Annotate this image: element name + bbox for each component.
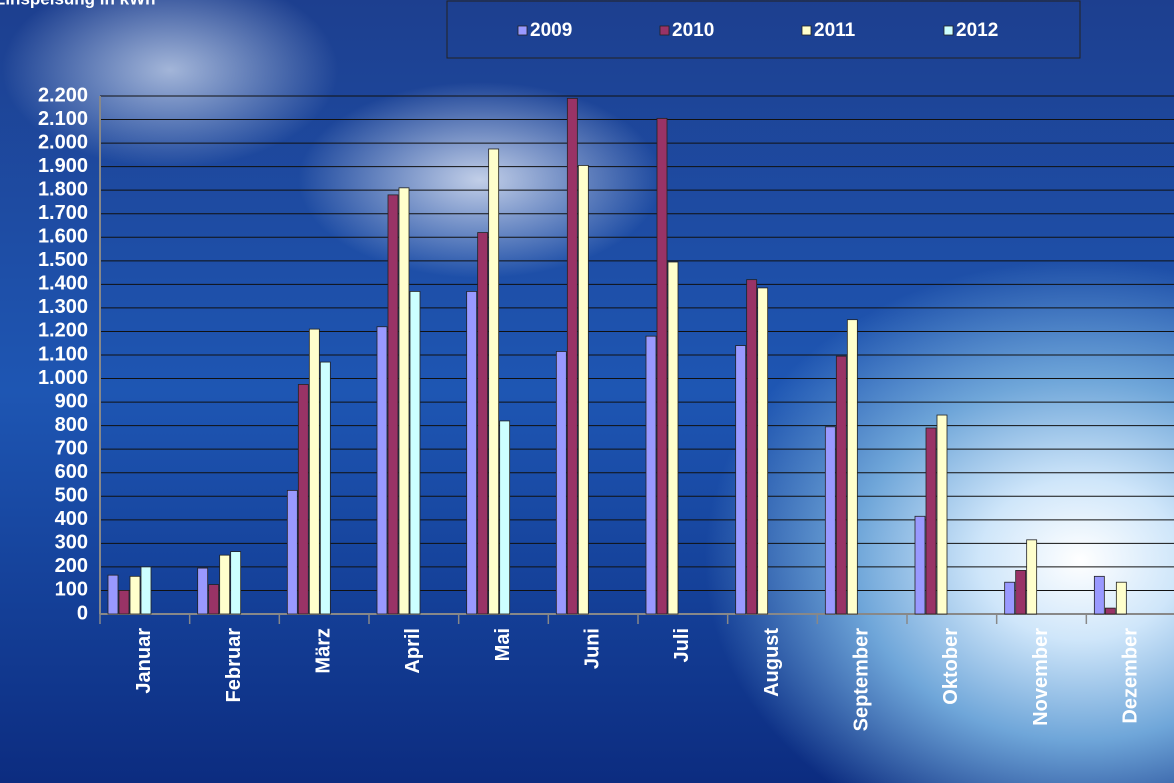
bar [118,590,130,615]
legend-swatch [801,25,812,36]
bar [824,426,836,615]
bar [835,355,847,615]
legend-label: 2011 [814,20,856,41]
x-tick-label: September [850,628,872,732]
y-tick-label: 100 [55,579,88,601]
x-tick-label: August [761,628,783,697]
y-tick-label: 1.500 [38,249,88,271]
bar [566,97,578,615]
x-tick-label: Juni [581,628,603,669]
bar [846,319,858,615]
y-tick-label: 1.900 [38,155,88,177]
bar [286,489,298,615]
bar [409,291,421,615]
bar [914,515,926,615]
y-tick-label: 1.600 [38,226,88,248]
bar [1004,581,1016,615]
legend-swatch [943,25,954,36]
legend-label: 2012 [956,20,998,41]
legend-label: 2009 [530,20,572,41]
y-tick-label: 400 [55,508,88,530]
bar [219,554,231,615]
bar [319,361,331,615]
bar [735,345,747,615]
legend-swatch [659,25,670,36]
x-tick-label: Mai [492,628,514,661]
bar [477,232,489,615]
y-tick-label: 2.200 [38,84,88,106]
x-tick-label: April [402,628,424,674]
y-tick-label: 1.100 [38,343,88,365]
y-tick-label: 1.700 [38,202,88,224]
bar [645,335,657,615]
bar [488,148,500,615]
bar [667,261,679,615]
y-tick-label: 1.000 [38,367,88,389]
legend-box [446,0,1081,59]
bar [230,551,242,615]
chart-title: Einspeisung in kWh [0,0,156,8]
bar [1015,570,1027,615]
y-tick-label: 600 [55,461,88,483]
x-tick-label: Januar [133,628,155,694]
bar [1104,607,1116,615]
bar [746,279,758,615]
bar [1093,575,1105,615]
bar [387,194,399,615]
y-tick-label: 300 [55,532,88,554]
bar [297,384,309,615]
bar [1115,581,1127,615]
y-tick-label: 2.100 [38,108,88,130]
y-tick-label: 1.800 [38,178,88,200]
x-tick-label: Dezember [1119,628,1141,724]
y-tick-label: 1.200 [38,320,88,342]
y-tick-label: 700 [55,437,88,459]
bar [936,414,948,615]
bar [1026,539,1038,615]
bar [757,287,769,615]
bar [208,584,220,615]
bar [197,567,209,615]
bar [140,566,152,615]
x-tick-label: November [1030,628,1052,726]
y-tick-label: 1.400 [38,273,88,295]
y-tick-label: 0 [77,602,88,624]
x-tick-label: Juli [671,628,693,662]
bar [577,165,589,615]
bar [398,187,410,615]
bar [499,420,511,615]
y-tick-label: 2.000 [38,131,88,153]
bar [129,575,141,615]
y-tick-label: 500 [55,485,88,507]
bar [376,326,388,615]
y-tick-label: 800 [55,414,88,436]
y-tick-label: 200 [55,555,88,577]
x-tick-label: Oktober [940,628,962,705]
bar [466,291,478,615]
x-tick-label: Februar [223,628,245,703]
bar [925,427,937,615]
bar [308,328,320,615]
bar [555,351,567,615]
bar [656,117,668,615]
bar [107,574,119,615]
y-tick-label: 900 [55,390,88,412]
x-tick-label: März [312,628,334,674]
legend-swatch [517,25,528,36]
y-tick-label: 1.300 [38,296,88,318]
legend-label: 2010 [672,20,714,41]
